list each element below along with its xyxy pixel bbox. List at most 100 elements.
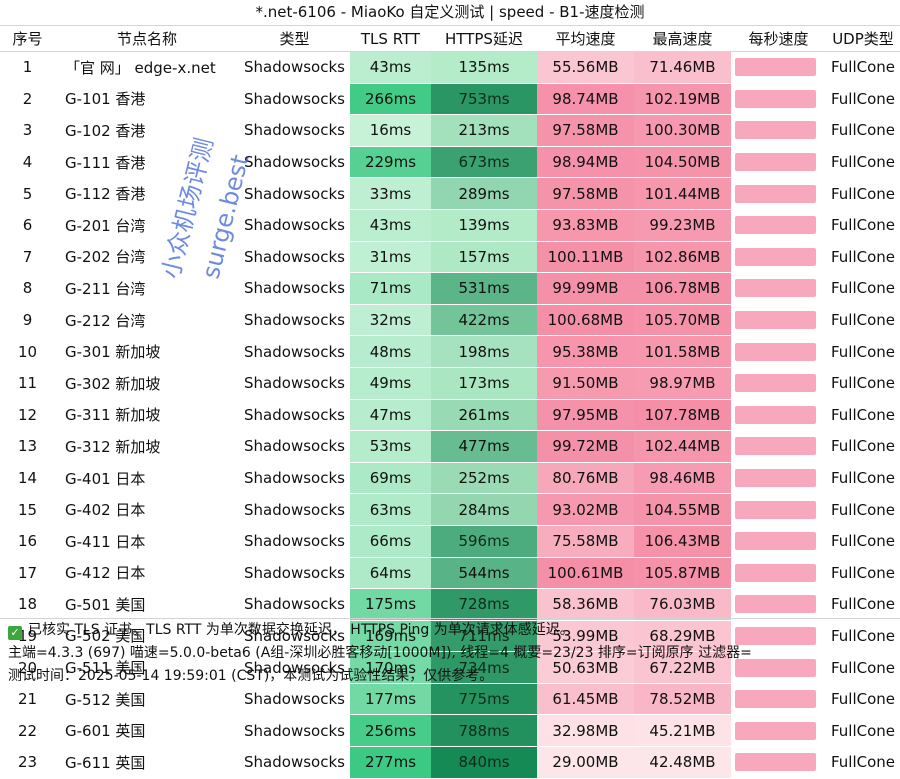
cell-index: 4 (0, 146, 55, 179)
cell-type: Shadowsocks (239, 557, 350, 590)
cell-tls-rtt: 53ms (350, 430, 431, 463)
col-header-tls-rtt: TLS RTT (350, 26, 431, 52)
cell-udp-type: FullCone (826, 557, 900, 590)
cell-max-speed: 102.19MB (634, 83, 731, 116)
cell-type: Shadowsocks (239, 620, 350, 653)
cell-node-name: G-401 日本 (55, 462, 239, 495)
cell-node-name: G-101 香港 (55, 83, 239, 116)
cell-max-speed: 101.44MB (634, 177, 731, 210)
cell-udp-type: FullCone (826, 83, 900, 116)
per-second-speed-graph (735, 469, 816, 488)
cell-udp-type: FullCone (826, 272, 900, 305)
cell-tls-rtt: 43ms (350, 209, 431, 242)
cell-type: Shadowsocks (239, 146, 350, 179)
cell-tls-rtt: 71ms (350, 272, 431, 305)
cell-per-second-speed (731, 683, 826, 716)
per-second-speed-graph (735, 89, 816, 108)
cell-tls-rtt: 64ms (350, 557, 431, 590)
table-row: 23 G-611 英国 Shadowsocks 277ms 840ms 29.00MB 42… (0, 746, 900, 779)
cell-avg-speed: 32.98MB (537, 714, 634, 748)
cell-tls-rtt: 32ms (350, 304, 431, 337)
footer-line-tls: ✓ 已核实 TLS 证书。TLS RTT 为单次数据交换延迟， HTTPS Pin… (0, 619, 900, 642)
cell-avg-speed: 99.72MB (537, 430, 634, 463)
cell-avg-speed: 100.11MB (537, 241, 634, 274)
cell-type: Shadowsocks (239, 83, 350, 116)
cell-per-second-speed (731, 746, 826, 779)
cell-https-latency: 728ms (431, 588, 537, 621)
col-header-avg-speed: 平均速度 (537, 26, 634, 52)
cell-per-second-speed (731, 83, 826, 116)
cell-per-second-speed (731, 367, 826, 400)
footer-line-time: 测试时间：2025-05-14 19:59:01 (CST)，本测试为试验性结果… (8, 668, 494, 684)
per-second-speed-graph (735, 563, 816, 582)
cell-per-second-speed (731, 209, 826, 242)
col-header-per-second-speed: 每秒速度 (731, 26, 826, 52)
cell-avg-speed: 99.99MB (537, 272, 634, 305)
cell-index: 8 (0, 272, 55, 305)
cell-avg-speed: 50.63MB (537, 651, 634, 684)
cell-max-speed: 98.46MB (634, 462, 731, 495)
cell-avg-speed: 80.76MB (537, 462, 634, 495)
cell-https-latency: 261ms (431, 399, 537, 432)
cell-per-second-speed (731, 51, 826, 84)
cell-udp-type: FullCone (826, 651, 900, 684)
cell-max-speed: 67.22MB (634, 651, 731, 684)
cell-max-speed: 104.50MB (634, 146, 731, 179)
cell-per-second-speed (731, 241, 826, 274)
cell-avg-speed: 100.68MB (537, 304, 634, 337)
table-row: 8 G-211 台湾 Shadowsocks 71ms 531ms 99.99MB 106.… (0, 272, 900, 305)
cell-node-name: G-102 香港 (55, 114, 239, 147)
cell-node-name: G-312 新加坡 (55, 430, 239, 463)
cell-udp-type: FullCone (826, 430, 900, 463)
cell-per-second-speed (731, 620, 826, 653)
cell-tls-rtt: 33ms (350, 177, 431, 210)
cell-type: Shadowsocks (239, 177, 350, 210)
cell-avg-speed: 61.45MB (537, 683, 634, 716)
cell-udp-type: FullCone (826, 399, 900, 432)
cell-https-latency: 139ms (431, 209, 537, 242)
cell-type: Shadowsocks (239, 588, 350, 621)
cell-https-latency: 788ms (431, 714, 537, 748)
cell-node-name: G-112 香港 (55, 177, 239, 210)
table-row: 1 「官 网」 edge-x.net Shadowsocks 43ms 135ms 55.… (0, 51, 900, 84)
cell-index: 21 (0, 683, 55, 716)
cell-tls-rtt: 266ms (350, 83, 431, 116)
cell-udp-type: FullCone (826, 714, 900, 748)
cell-tls-rtt: 43ms (350, 51, 431, 84)
table-row: 10 G-301 新加坡 Shadowsocks 48ms 198ms 95.38MB 10… (0, 335, 900, 368)
cell-node-name: G-502 美国 (55, 620, 239, 653)
cell-max-speed: 102.86MB (634, 241, 731, 274)
cell-max-speed: 100.30MB (634, 114, 731, 147)
cell-node-name: G-601 英国 (55, 714, 239, 748)
per-second-speed-graph (735, 374, 816, 393)
cell-type: Shadowsocks (239, 114, 350, 147)
table-row: 15 G-402 日本 Shadowsocks 63ms 284ms 93.02MB 104… (0, 493, 900, 526)
cell-udp-type: FullCone (826, 51, 900, 84)
cell-https-latency: 477ms (431, 430, 537, 463)
per-second-speed-graph (735, 311, 816, 330)
cell-udp-type: FullCone (826, 683, 900, 716)
table-row: 16 G-411 日本 Shadowsocks 66ms 596ms 75.58MB 106… (0, 525, 900, 558)
cell-type: Shadowsocks (239, 683, 350, 716)
table-row: 9 G-212 台湾 Shadowsocks 32ms 422ms 100.68MB 105… (0, 304, 900, 337)
per-second-speed-graph (735, 658, 816, 677)
cell-max-speed: 105.70MB (634, 304, 731, 337)
table-row: 3 G-102 香港 Shadowsocks 16ms 213ms 97.58MB 100.… (0, 114, 900, 147)
cell-index: 6 (0, 209, 55, 242)
cell-type: Shadowsocks (239, 493, 350, 526)
cell-avg-speed: 93.02MB (537, 493, 634, 526)
cell-udp-type: FullCone (826, 746, 900, 779)
cell-max-speed: 106.43MB (634, 525, 731, 558)
cell-index: 9 (0, 304, 55, 337)
cell-type: Shadowsocks (239, 51, 350, 84)
per-second-speed-graph (735, 121, 816, 140)
cell-https-latency: 284ms (431, 493, 537, 526)
per-second-speed-graph (735, 437, 816, 456)
table-row: 19 G-502 美国 Shadowsocks 169ms 711ms 53.99MB 68… (0, 620, 900, 653)
cell-max-speed: 76.03MB (634, 588, 731, 621)
col-header-index: 序号 (0, 26, 55, 52)
footer: ✓ 已核实 TLS 证书。TLS RTT 为单次数据交换延迟， HTTPS Pin… (0, 618, 900, 688)
cell-tls-rtt: 49ms (350, 367, 431, 400)
cell-node-name: G-501 美国 (55, 588, 239, 621)
cell-index: 23 (0, 746, 55, 779)
